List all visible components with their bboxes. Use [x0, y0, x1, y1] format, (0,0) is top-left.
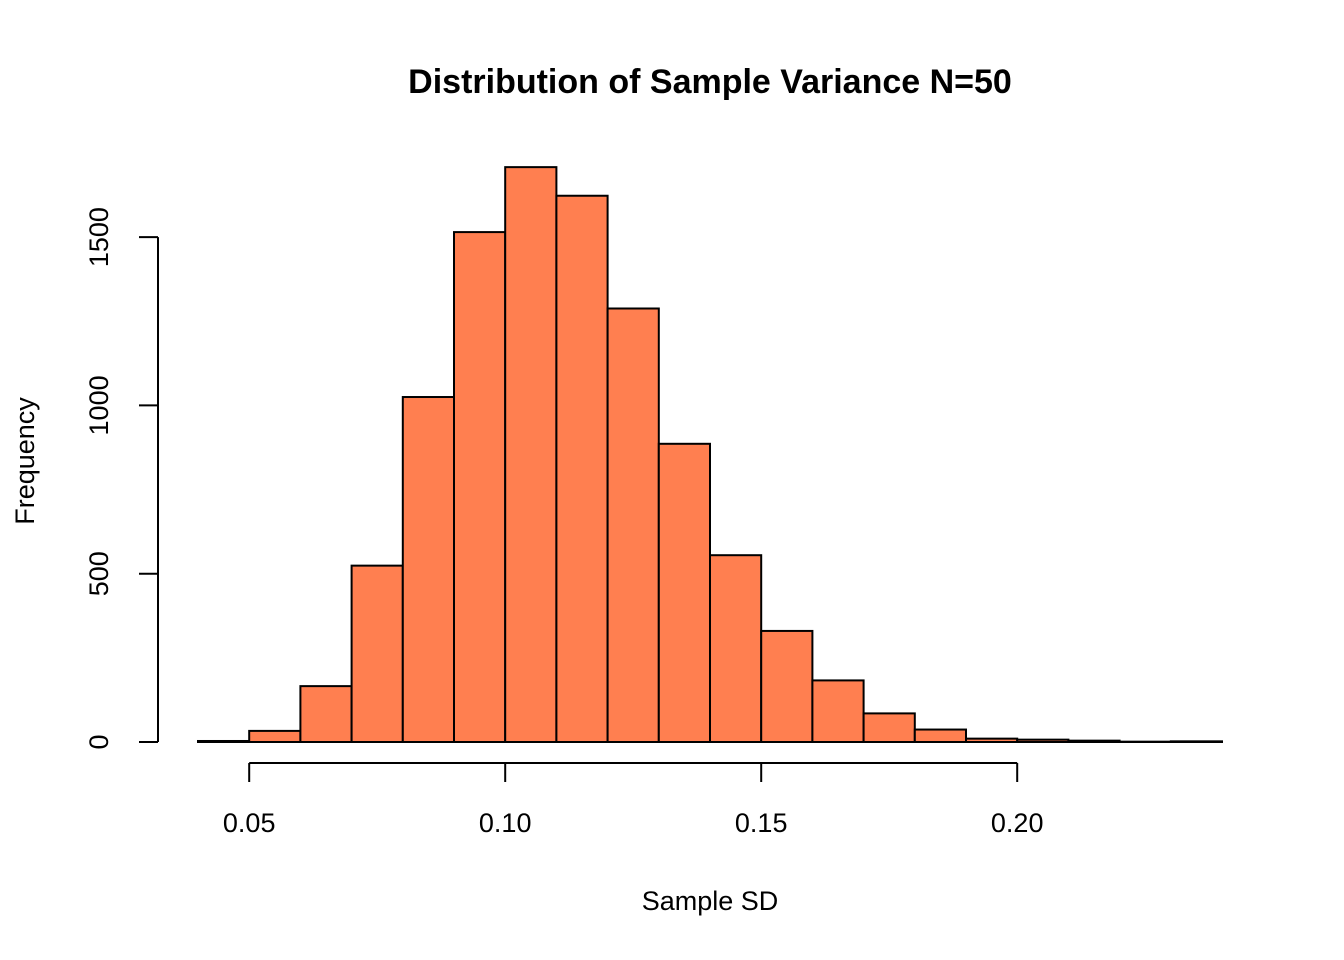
x-tick-label: 0.05 [223, 808, 276, 838]
x-tick-label: 0.10 [479, 808, 532, 838]
histogram-bar [197, 739, 251, 744]
histogram-bar [555, 194, 609, 743]
histogram-bar [1169, 740, 1224, 743]
histogram-bar [1016, 738, 1070, 743]
histogram-bar [657, 442, 711, 743]
histogram-bar [248, 729, 302, 743]
histogram-bar [350, 564, 404, 744]
histogram-bar [1067, 739, 1121, 743]
histogram-bar [760, 629, 814, 744]
histogram-bar [862, 712, 916, 743]
y-tick-label: 1500 [84, 207, 114, 267]
histogram-bar [401, 396, 455, 743]
x-tick-label: 0.20 [991, 808, 1044, 838]
histogram-bar [709, 554, 763, 744]
y-tick-label: 1000 [84, 375, 114, 435]
y-tick-label: 0 [84, 734, 114, 749]
histogram-bar [913, 728, 967, 744]
histogram-bar [453, 231, 507, 743]
bars-group [197, 166, 1224, 744]
x-axis: 0.05 0.10 0.15 0.20 [223, 762, 1044, 838]
x-axis-label: Sample SD [642, 886, 779, 916]
chart-title: Distribution of Sample Variance N=50 [408, 63, 1012, 101]
histogram-bar [811, 679, 865, 743]
histogram-bar [606, 307, 660, 743]
y-tick-label: 500 [84, 551, 114, 596]
y-axis: 0 500 1000 1500 [84, 207, 159, 750]
histogram-bar [504, 166, 558, 744]
histogram-bar [299, 685, 353, 744]
x-tick-label: 0.15 [735, 808, 788, 838]
histogram-bar [965, 737, 1019, 743]
y-axis-label: Frequency [10, 397, 40, 525]
